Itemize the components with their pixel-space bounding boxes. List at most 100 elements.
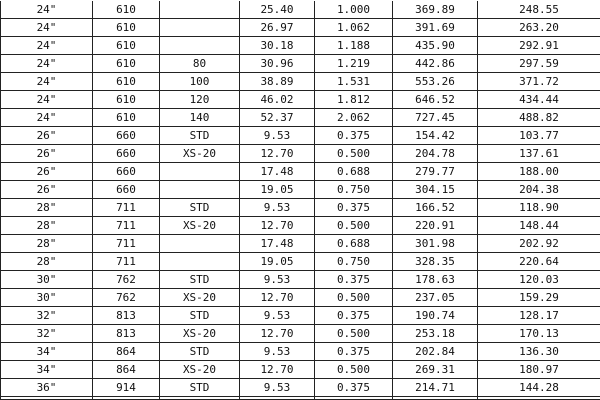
table-cell: 0.375 bbox=[315, 199, 393, 217]
table-cell: STD bbox=[160, 307, 240, 325]
table-cell: 248.55 bbox=[478, 1, 600, 19]
table-cell: 813 bbox=[93, 325, 160, 343]
table-cell: 297.59 bbox=[478, 55, 600, 73]
table-cell: 24" bbox=[0, 19, 93, 37]
table-cell: 0.750 bbox=[315, 253, 393, 271]
table-cell: 26" bbox=[0, 145, 93, 163]
table-cell: 711 bbox=[93, 199, 160, 217]
table-cell: 0.375 bbox=[315, 307, 393, 325]
table-cell: STD bbox=[160, 199, 240, 217]
table-cell: 128.17 bbox=[478, 307, 600, 325]
table-cell: 0.688 bbox=[315, 163, 393, 181]
table-cell: 9.53 bbox=[240, 199, 315, 217]
table-cell: 190.74 bbox=[393, 307, 478, 325]
table-cell: 2.062 bbox=[315, 109, 393, 127]
table-cell: 34" bbox=[0, 361, 93, 379]
table-cell: 304.15 bbox=[393, 181, 478, 199]
table-cell: 553.26 bbox=[393, 73, 478, 91]
table-cell: 646.52 bbox=[393, 91, 478, 109]
table-cell: 0.500 bbox=[315, 145, 393, 163]
table-cell: 660 bbox=[93, 163, 160, 181]
table-cell: XS-20 bbox=[160, 325, 240, 343]
table-cell: 24" bbox=[0, 73, 93, 91]
table-cell: 253.18 bbox=[393, 325, 478, 343]
table-cell: 100 bbox=[160, 73, 240, 91]
table-cell: 24" bbox=[0, 109, 93, 127]
table-cell: 220.64 bbox=[478, 253, 600, 271]
table-cell: 660 bbox=[93, 127, 160, 145]
table-cell: 610 bbox=[93, 19, 160, 37]
table-cell: 202.84 bbox=[393, 343, 478, 361]
table-cell: 120 bbox=[160, 91, 240, 109]
table-cell: 610 bbox=[93, 91, 160, 109]
table-cell bbox=[160, 19, 240, 37]
table-cell: 0.688 bbox=[315, 235, 393, 253]
table-cell: 30.96 bbox=[240, 55, 315, 73]
table-cell: 610 bbox=[93, 37, 160, 55]
table-cell: 488.82 bbox=[478, 109, 600, 127]
table-cell: STD bbox=[160, 379, 240, 397]
table-cell: STD bbox=[160, 343, 240, 361]
table-cell: 9.53 bbox=[240, 343, 315, 361]
table-cell: 279.77 bbox=[393, 163, 478, 181]
table-cell: 328.35 bbox=[393, 253, 478, 271]
table-cell: 28" bbox=[0, 217, 93, 235]
table-cell: 188.00 bbox=[478, 163, 600, 181]
table-cell: 28" bbox=[0, 199, 93, 217]
table-cell: 12.70 bbox=[240, 217, 315, 235]
table-cell: 0.500 bbox=[315, 325, 393, 343]
table-cell: 9.53 bbox=[240, 307, 315, 325]
table-cell: 32" bbox=[0, 325, 93, 343]
table-cell: 34" bbox=[0, 343, 93, 361]
table-cell: 9.53 bbox=[240, 271, 315, 289]
table-cell: 0.500 bbox=[315, 217, 393, 235]
table-cell bbox=[160, 1, 240, 19]
table-cell: 28" bbox=[0, 235, 93, 253]
table-cell: 178.63 bbox=[393, 271, 478, 289]
table-cell: 371.72 bbox=[478, 73, 600, 91]
table-cell: 237.05 bbox=[393, 289, 478, 307]
table-cell: 46.02 bbox=[240, 91, 315, 109]
table-cell: 120.03 bbox=[478, 271, 600, 289]
table-cell: XS-20 bbox=[160, 289, 240, 307]
table-cell: 148.44 bbox=[478, 217, 600, 235]
table-cell: 26" bbox=[0, 127, 93, 145]
table-cell: 263.20 bbox=[478, 19, 600, 37]
table-cell: 610 bbox=[93, 1, 160, 19]
table-cell: 813 bbox=[93, 307, 160, 325]
table-cell: 19.05 bbox=[240, 253, 315, 271]
table-cell: 1.219 bbox=[315, 55, 393, 73]
table-cell: 26" bbox=[0, 163, 93, 181]
table-cell: 269.31 bbox=[393, 361, 478, 379]
table-cell: 140 bbox=[160, 109, 240, 127]
table-cell: 170.13 bbox=[478, 325, 600, 343]
table-cell: 19.05 bbox=[240, 181, 315, 199]
table-cell: 711 bbox=[93, 235, 160, 253]
table-cell: 24" bbox=[0, 91, 93, 109]
table-cell: 9.53 bbox=[240, 127, 315, 145]
table-cell: 154.42 bbox=[393, 127, 478, 145]
table-cell: STD bbox=[160, 127, 240, 145]
table-cell: 26" bbox=[0, 181, 93, 199]
table-cell: 660 bbox=[93, 181, 160, 199]
table-cell: 30" bbox=[0, 289, 93, 307]
table-cell: 864 bbox=[93, 343, 160, 361]
table-cell: 220.91 bbox=[393, 217, 478, 235]
table-cell: 202.92 bbox=[478, 235, 600, 253]
table-cell bbox=[160, 181, 240, 199]
table-cell: 12.70 bbox=[240, 325, 315, 343]
table-cell: 762 bbox=[93, 289, 160, 307]
table-cell: 32" bbox=[0, 307, 93, 325]
table-cell bbox=[160, 253, 240, 271]
table-cell: 727.45 bbox=[393, 109, 478, 127]
table-cell: 610 bbox=[93, 55, 160, 73]
table-cell: 30" bbox=[0, 271, 93, 289]
table-cell: 12.70 bbox=[240, 145, 315, 163]
table-cell: 52.37 bbox=[240, 109, 315, 127]
table-cell: 435.90 bbox=[393, 37, 478, 55]
table-cell: 0.500 bbox=[315, 361, 393, 379]
table-cell: 1.531 bbox=[315, 73, 393, 91]
table-cell: 25.40 bbox=[240, 1, 315, 19]
table-cell: XS-20 bbox=[160, 361, 240, 379]
